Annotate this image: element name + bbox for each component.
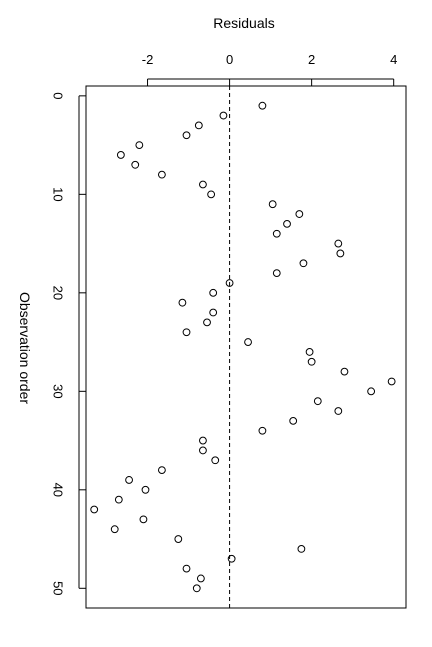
- x-axis-title: Residuals: [213, 15, 274, 31]
- y-axis: 0 10 20 30 40 50: [51, 92, 86, 596]
- data-point: [182, 131, 191, 140]
- data-point: [336, 249, 345, 258]
- data-point: [141, 485, 150, 494]
- data-point: [227, 554, 236, 563]
- x-tick-label: 2: [308, 52, 315, 67]
- data-point: [334, 407, 343, 415]
- data-point: [211, 456, 220, 465]
- x-axis: -2 0 2 4: [142, 52, 397, 86]
- y-tick-label: 30: [51, 384, 66, 398]
- data-point: [174, 535, 183, 543]
- data-point: [209, 288, 218, 297]
- data-point: [387, 377, 396, 386]
- data-point: [110, 525, 119, 534]
- data-point: [199, 446, 207, 455]
- data-point: [367, 387, 376, 396]
- data-point: [125, 476, 133, 484]
- data-point: [135, 141, 144, 149]
- data-point: [203, 318, 211, 327]
- x-tick-label: 0: [226, 52, 233, 67]
- data-point: [272, 229, 281, 238]
- data-point: [268, 200, 277, 209]
- data-point: [139, 515, 148, 524]
- y-axis-title: Observation order: [17, 292, 33, 404]
- data-point: [313, 397, 322, 406]
- data-point: [131, 160, 140, 169]
- x-tick-label: 4: [390, 52, 397, 67]
- data-point: [178, 298, 187, 307]
- data-point: [182, 328, 191, 337]
- data-point: [283, 219, 291, 228]
- y-tick-label: 10: [51, 187, 66, 201]
- data-point: [334, 239, 343, 248]
- data-point: [182, 564, 191, 573]
- data-point: [157, 466, 166, 475]
- y-tick-label: 50: [51, 581, 66, 595]
- data-point: [219, 111, 228, 120]
- data-point: [244, 338, 252, 346]
- data-point: [258, 426, 267, 435]
- data-point: [207, 190, 216, 199]
- data-point: [289, 416, 298, 425]
- data-point: [340, 367, 349, 376]
- data-point: [295, 210, 304, 218]
- data-point: [225, 279, 234, 287]
- data-point: [297, 545, 306, 553]
- data-point: [196, 574, 205, 583]
- data-point: [199, 180, 207, 189]
- data-point: [192, 584, 201, 593]
- y-tick-label: 20: [51, 286, 66, 300]
- plot-frame: [85, 85, 407, 609]
- data-point: [307, 357, 316, 366]
- x-tick-label: -2: [142, 52, 154, 67]
- data-point: [299, 259, 308, 268]
- data-point: [305, 348, 314, 356]
- data-point: [114, 495, 123, 504]
- y-tick-label: 40: [51, 483, 66, 497]
- data-point: [272, 269, 281, 278]
- data-point: [194, 121, 203, 130]
- data-point: [116, 151, 125, 159]
- data-point: [258, 101, 267, 110]
- y-tick-label: 0: [51, 92, 66, 99]
- data-point: [90, 505, 99, 514]
- data-point: [157, 170, 166, 179]
- data-point: [209, 308, 218, 317]
- data-point: [199, 436, 207, 445]
- data-points: [90, 101, 396, 593]
